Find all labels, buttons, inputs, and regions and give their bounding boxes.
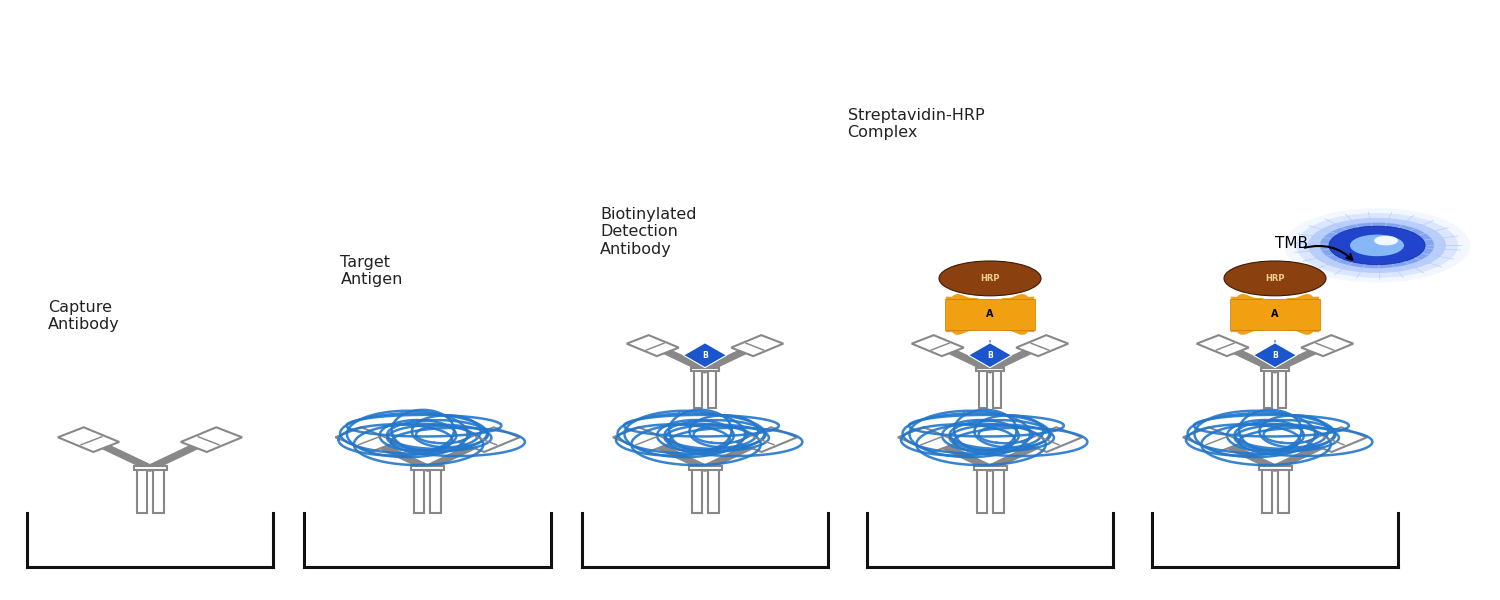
Bar xyxy=(736,427,796,452)
Bar xyxy=(1184,427,1244,452)
Circle shape xyxy=(1284,208,1470,283)
Bar xyxy=(976,468,987,513)
Bar xyxy=(336,427,396,452)
Bar xyxy=(414,468,424,513)
Bar xyxy=(1258,466,1292,470)
Bar xyxy=(693,370,702,408)
Bar xyxy=(912,335,964,356)
Polygon shape xyxy=(969,343,1011,368)
Bar xyxy=(730,335,783,356)
FancyBboxPatch shape xyxy=(945,299,1035,330)
Bar xyxy=(708,370,717,408)
Bar xyxy=(1300,335,1353,356)
Bar xyxy=(692,368,718,371)
Text: B: B xyxy=(1272,350,1278,360)
Bar xyxy=(976,368,1004,371)
Bar xyxy=(627,335,680,356)
Polygon shape xyxy=(1230,296,1264,310)
Circle shape xyxy=(1374,236,1398,245)
Bar xyxy=(1306,427,1366,452)
Bar xyxy=(692,468,702,513)
Polygon shape xyxy=(945,296,980,310)
Bar xyxy=(993,370,1002,408)
Polygon shape xyxy=(1000,296,1035,310)
Text: Streptavidin-HRP
Complex: Streptavidin-HRP Complex xyxy=(847,108,984,140)
Bar xyxy=(1016,335,1068,356)
Bar xyxy=(898,427,958,452)
Bar xyxy=(153,468,164,513)
Bar xyxy=(1022,427,1082,452)
Bar xyxy=(1263,370,1272,408)
Bar xyxy=(411,466,444,470)
Ellipse shape xyxy=(1224,261,1326,296)
Circle shape xyxy=(1350,235,1404,256)
Text: HRP: HRP xyxy=(981,274,999,283)
Bar xyxy=(993,468,1004,513)
Text: A: A xyxy=(987,310,993,319)
Text: Capture
Antibody: Capture Antibody xyxy=(48,300,120,332)
Polygon shape xyxy=(1286,296,1320,310)
Bar xyxy=(974,466,1006,470)
Bar xyxy=(1197,335,1249,356)
Bar xyxy=(58,427,118,452)
Ellipse shape xyxy=(939,261,1041,296)
Text: Target
Antigen: Target Antigen xyxy=(340,255,404,287)
Polygon shape xyxy=(945,319,980,332)
Bar xyxy=(1262,468,1272,513)
Polygon shape xyxy=(1254,343,1296,368)
Bar xyxy=(1262,368,1288,371)
Bar xyxy=(430,468,441,513)
Bar xyxy=(182,427,242,452)
Text: B: B xyxy=(987,350,993,360)
Polygon shape xyxy=(1286,319,1320,332)
Text: HRP: HRP xyxy=(1264,274,1284,283)
Bar xyxy=(688,466,722,470)
Bar xyxy=(136,468,147,513)
Polygon shape xyxy=(1230,319,1264,332)
Bar xyxy=(1278,468,1288,513)
FancyBboxPatch shape xyxy=(1230,299,1320,330)
Circle shape xyxy=(1308,218,1446,273)
Circle shape xyxy=(1320,223,1434,268)
Circle shape xyxy=(1329,226,1425,265)
Text: Biotinylated
Detection
Antibody: Biotinylated Detection Antibody xyxy=(600,207,696,257)
Polygon shape xyxy=(684,343,726,368)
Bar xyxy=(708,468,718,513)
Text: A: A xyxy=(1270,310,1278,319)
Circle shape xyxy=(1296,213,1458,278)
Bar xyxy=(614,427,674,452)
Polygon shape xyxy=(1000,319,1035,332)
Bar xyxy=(978,370,987,408)
Bar xyxy=(134,466,166,470)
Bar xyxy=(459,427,519,452)
Bar xyxy=(1278,370,1287,408)
Text: B: B xyxy=(702,350,708,360)
Text: TMB: TMB xyxy=(1275,236,1308,251)
